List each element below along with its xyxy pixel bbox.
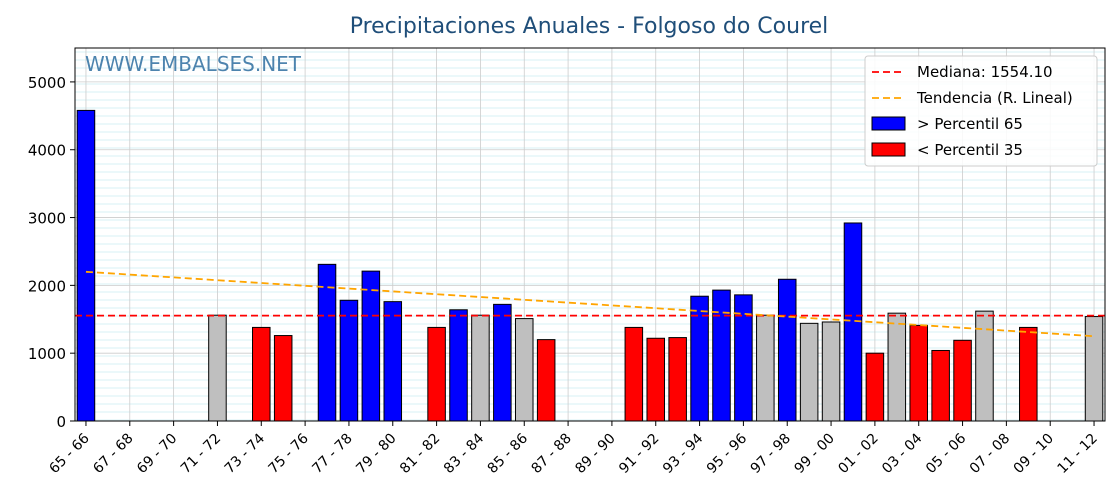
legend-label: < Percentil 35 bbox=[917, 141, 1023, 159]
legend: Mediana: 1554.10 Tendencia (R. Lineal) > … bbox=[864, 55, 1098, 167]
y-axis-ticks: 0 1000 2000 3000 4000 5000 bbox=[28, 74, 75, 431]
bar-74-75 bbox=[273, 335, 293, 422]
bar-85-86 bbox=[514, 318, 534, 422]
reference-lines bbox=[75, 270, 1105, 338]
bar-92-93 bbox=[668, 337, 687, 422]
x-tick-label: 65 - 66 bbox=[46, 430, 92, 476]
bar-78-79 bbox=[361, 270, 381, 422]
chart-title: Precipitaciones Anuales - Folgoso do Cou… bbox=[350, 14, 829, 39]
x-tick-label: 81 - 82 bbox=[397, 431, 443, 477]
bar-97-98 bbox=[777, 278, 797, 422]
legend-label: Tendencia (R. Lineal) bbox=[916, 89, 1073, 107]
bar-06-07 bbox=[975, 310, 994, 422]
bar-83-84 bbox=[471, 314, 490, 422]
x-tick-label: 79 - 80 bbox=[353, 431, 399, 477]
y-tick-label: 5000 bbox=[28, 74, 66, 92]
bar-04-05 bbox=[931, 349, 950, 422]
x-tick-label: 83 - 84 bbox=[441, 430, 487, 476]
y-tick-label: 1000 bbox=[28, 345, 66, 363]
legend-box bbox=[864, 55, 1098, 167]
y-tick-label: 4000 bbox=[28, 142, 66, 160]
bar-94-95 bbox=[712, 289, 731, 422]
bars bbox=[76, 109, 1104, 422]
x-tick-label: 95 - 96 bbox=[704, 430, 750, 476]
y-tick-label: 2000 bbox=[28, 277, 66, 295]
x-tick-label: 87 - 88 bbox=[529, 431, 575, 477]
axes bbox=[74, 47, 1106, 422]
x-tick-label: 07 - 08 bbox=[967, 431, 1013, 477]
x-tick-label: 71 - 72 bbox=[178, 431, 224, 477]
bar-08-09 bbox=[1019, 326, 1038, 422]
bar-90-91 bbox=[624, 326, 644, 422]
x-tick-label: 67 - 68 bbox=[90, 431, 136, 477]
x-tick-label: 89 - 90 bbox=[572, 431, 618, 477]
bar-73-74 bbox=[252, 326, 271, 422]
axes-frame bbox=[74, 47, 1106, 422]
x-tick-label: 11 - 12 bbox=[1054, 431, 1100, 477]
bar-77-78 bbox=[339, 299, 359, 422]
x-tick-label: 09 - 10 bbox=[1011, 431, 1057, 477]
bar-86-87 bbox=[536, 339, 556, 422]
x-tick-label: 97 - 98 bbox=[748, 431, 794, 477]
legend-patch-marker bbox=[871, 142, 906, 157]
x-tick-label: 77 - 78 bbox=[309, 431, 355, 477]
bar-96-97 bbox=[756, 314, 775, 422]
bar-81-82 bbox=[427, 326, 446, 422]
x-tick-label: 91 - 92 bbox=[616, 431, 662, 477]
bar-11-12 bbox=[1084, 316, 1104, 422]
x-tick-label: 75 - 76 bbox=[266, 430, 312, 476]
x-tick-label: 99 - 00 bbox=[792, 431, 838, 477]
x-tick-label: 01 - 02 bbox=[835, 431, 881, 477]
watermark: WWW.EMBALSES.NET bbox=[85, 52, 302, 76]
bar-65-66 bbox=[76, 109, 96, 422]
bar-82-83 bbox=[449, 309, 468, 422]
x-tick-label: 69 - 70 bbox=[134, 431, 180, 477]
y-tick-label: 0 bbox=[56, 413, 66, 431]
bar-98-99 bbox=[799, 322, 819, 422]
bar-01-02 bbox=[865, 352, 885, 422]
bar-03-04 bbox=[909, 324, 928, 422]
bar-99-00 bbox=[821, 321, 841, 422]
bar-91-92 bbox=[646, 337, 666, 422]
x-tick-label: 73 - 74 bbox=[222, 430, 268, 476]
y-tick-label: 3000 bbox=[28, 210, 66, 228]
trend-line bbox=[85, 270, 1095, 338]
x-tick-label: 05 - 06 bbox=[923, 430, 969, 476]
x-tick-label: 03 - 04 bbox=[879, 430, 925, 476]
bar-02-03 bbox=[887, 312, 907, 422]
legend-patch-marker bbox=[871, 116, 906, 131]
bar-84-85 bbox=[493, 303, 512, 422]
bar-05-06 bbox=[953, 339, 972, 422]
bar-79-80 bbox=[383, 301, 403, 422]
bar-71-72 bbox=[208, 314, 227, 422]
legend-label: Mediana: 1554.10 bbox=[917, 63, 1053, 81]
x-tick-label: 93 - 94 bbox=[660, 430, 706, 476]
legend-label: > Percentil 65 bbox=[917, 115, 1023, 133]
x-tick-label: 85 - 86 bbox=[485, 430, 531, 476]
